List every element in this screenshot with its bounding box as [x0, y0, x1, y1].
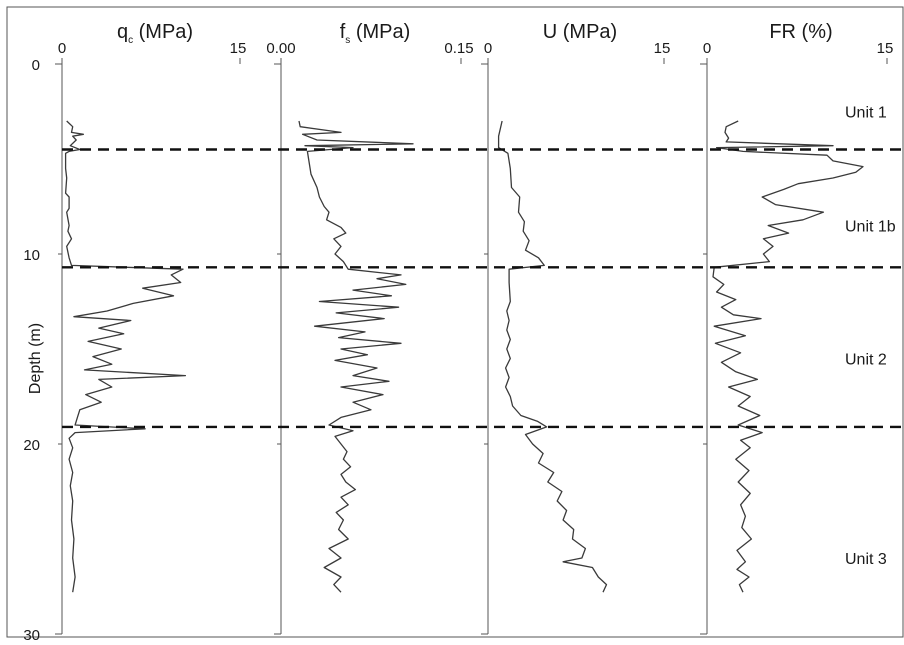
- x-tick-label-max: 0.15: [444, 40, 473, 57]
- depth-tick-label-20: 20: [23, 437, 40, 454]
- panel-title-unit: (%): [796, 21, 833, 43]
- panel-title-subscript: s: [345, 35, 350, 46]
- panel-1: [55, 58, 241, 635]
- panel-3-title: U (MPa): [543, 21, 617, 43]
- y-axis-label: Depth (m): [27, 323, 44, 394]
- panel-title-main: U: [543, 21, 557, 43]
- panel-title-unit: (MPa): [557, 21, 617, 43]
- unit-label-4: Unit 3: [845, 551, 887, 568]
- depth-tick-label-10: 10: [23, 247, 40, 264]
- x-tick-label-max: 15: [877, 40, 894, 57]
- panel-4-profile-line: [712, 120, 864, 593]
- panel-1-profile-line: [64, 120, 187, 593]
- x-tick-label-min: 0: [484, 40, 492, 57]
- panel-3-profile-line: [497, 120, 608, 593]
- panel-title-main: FR: [769, 21, 796, 43]
- panel-title-subscript: c: [128, 35, 133, 46]
- figure-frame: [6, 6, 904, 638]
- panel-3: [481, 58, 665, 635]
- panels-layer: [55, 58, 888, 635]
- x-tick-label-max: 15: [654, 40, 671, 57]
- x-tick-label-min: 0.00: [266, 40, 295, 57]
- unit-label-3: Unit 2: [845, 352, 887, 369]
- text-layer: qc (MPa) 0 15 fs (MPa) 0.00 0.15 U (MPa) 0 15 FR …: [23, 21, 895, 644]
- panel-title-main: f: [340, 21, 346, 43]
- unit-boundaries-layer: [62, 148, 904, 429]
- panel-2-profile-line: [298, 120, 414, 593]
- depth-tick-label-0: 0: [32, 57, 40, 74]
- panel-4: [700, 58, 888, 635]
- panel-4-title: FR (%): [769, 21, 832, 43]
- panel-2-title: fs (MPa): [340, 21, 411, 46]
- panel-1-title: qc (MPa): [117, 21, 193, 46]
- panel-title-main: q: [117, 21, 128, 43]
- panel-2: [274, 58, 462, 635]
- unit-label-2: Unit 1b: [845, 219, 896, 236]
- depth-tick-label-30: 30: [23, 627, 40, 644]
- x-tick-label-min: 0: [58, 40, 66, 57]
- x-tick-label-max: 15: [230, 40, 247, 57]
- x-tick-label-min: 0: [703, 40, 711, 57]
- panel-title-unit: (MPa): [350, 21, 410, 43]
- panel-title-unit: (MPa): [133, 21, 193, 43]
- unit-label-1: Unit 1: [845, 105, 887, 122]
